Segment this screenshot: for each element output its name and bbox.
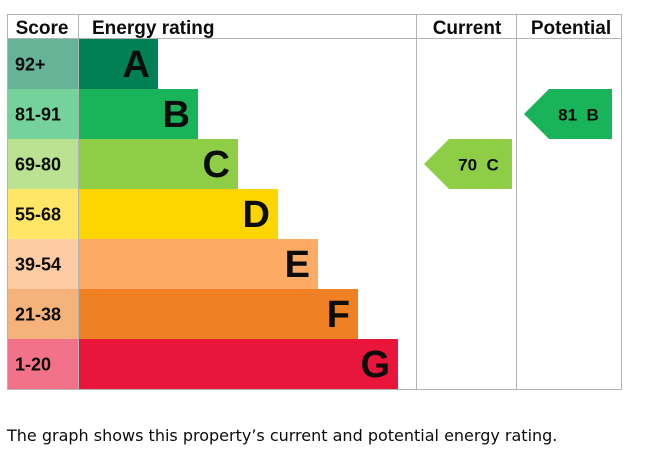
score-range-f: 21-38 (15, 305, 61, 325)
rating-letter-g: G (360, 344, 390, 386)
chart-caption: The graph shows this property’s current … (7, 426, 558, 445)
rating-letter-e: E (285, 244, 310, 286)
rating-letter-c: C (203, 144, 230, 186)
score-range-e: 39-54 (15, 255, 61, 275)
rating-bar-c (79, 139, 238, 189)
score-range-a: 92+ (15, 55, 46, 75)
current-rating-label: 70 C (458, 156, 499, 175)
score-cell-e (8, 239, 78, 289)
rating-bar-b (79, 89, 198, 139)
rating-markers: 70 C 81 B (424, 89, 612, 189)
rating-letter-b: B (163, 94, 190, 136)
rating-bar-g (79, 339, 398, 389)
header-potential: Potential (531, 18, 611, 39)
score-range-d: 55-68 (15, 205, 61, 225)
header-current: Current (433, 18, 502, 39)
rating-bar-e (79, 239, 318, 289)
rating-letter-a: A (123, 44, 150, 86)
rating-bar-a (79, 39, 158, 89)
current-rating-arrow (424, 139, 512, 189)
potential-rating-arrow (524, 89, 612, 139)
header-score: Score (16, 18, 69, 39)
chart-grid (7, 14, 622, 390)
score-cell-c (8, 139, 78, 189)
chart-headers: Score Energy rating Current Potential (16, 18, 612, 39)
header-energy-rating: Energy rating (92, 18, 214, 39)
rating-bar-f (79, 289, 358, 339)
potential-rating-label: 81 B (558, 106, 599, 125)
score-cell-g (8, 339, 78, 389)
rating-bar-d (79, 189, 278, 239)
score-cell-b (8, 89, 78, 139)
score-cell-d (8, 189, 78, 239)
score-range-g: 1-20 (15, 355, 51, 375)
score-range-b: 81-91 (15, 105, 61, 125)
rating-bands: 92+ A 81-91 B 69-80 C 55-68 D 39-54 E 21-38 F 1-20 G (8, 39, 398, 389)
rating-letter-d: D (243, 194, 270, 236)
score-cell-f (8, 289, 78, 339)
score-range-c: 69-80 (15, 155, 61, 175)
score-cell-a (8, 39, 78, 89)
rating-letter-f: F (327, 294, 350, 336)
epc-chart: Score Energy rating Current Potential 92… (7, 14, 622, 390)
